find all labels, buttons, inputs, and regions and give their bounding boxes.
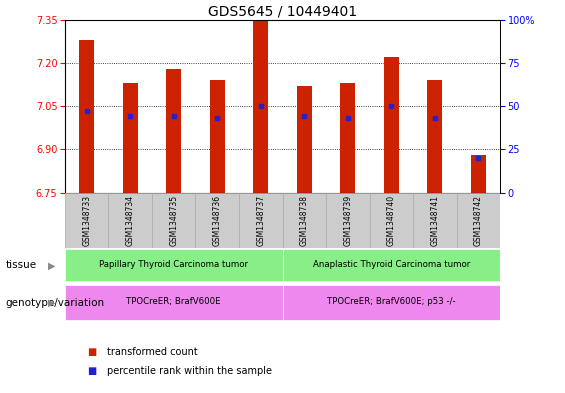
Text: ■: ■ [88,347,97,357]
Bar [210,80,225,193]
Bar [282,285,500,320]
Text: GSM1348736: GSM1348736 [213,195,221,246]
Text: GSM1348735: GSM1348735 [170,195,178,246]
Bar [166,69,181,193]
Bar [340,83,355,193]
Text: Anaplastic Thyroid Carcinoma tumor: Anaplastic Thyroid Carcinoma tumor [312,260,470,269]
Text: TPOCreER; BrafV600E: TPOCreER; BrafV600E [127,298,221,306]
Bar [79,40,94,193]
Bar [297,86,312,193]
Bar [65,249,282,281]
Bar [457,193,500,248]
Bar [471,155,486,193]
Text: GSM1348741: GSM1348741 [431,195,439,246]
Text: GSM1348738: GSM1348738 [300,195,308,246]
Bar [413,193,457,248]
Text: genotype/variation: genotype/variation [6,298,105,308]
Text: ▶: ▶ [48,298,55,308]
Title: GDS5645 / 10449401: GDS5645 / 10449401 [208,4,357,18]
Text: GSM1348734: GSM1348734 [126,195,134,246]
Bar [152,193,195,248]
Bar [370,193,413,248]
Bar [253,20,268,193]
Text: GSM1348733: GSM1348733 [82,195,91,246]
Text: ■: ■ [88,366,97,376]
Text: GSM1348742: GSM1348742 [474,195,483,246]
Bar [123,83,138,193]
Bar [427,80,442,193]
Text: ▶: ▶ [48,260,55,270]
Text: Papillary Thyroid Carcinoma tumor: Papillary Thyroid Carcinoma tumor [99,260,248,269]
Text: GSM1348737: GSM1348737 [257,195,265,246]
Bar [326,193,370,248]
Bar [384,57,399,193]
Text: TPOCreER; BrafV600E; p53 -/-: TPOCreER; BrafV600E; p53 -/- [327,298,455,306]
Bar [65,285,282,320]
Text: tissue: tissue [6,260,37,270]
Bar [239,193,282,248]
Text: GSM1348739: GSM1348739 [344,195,352,246]
Bar [65,193,108,248]
Bar [108,193,152,248]
Text: transformed count: transformed count [107,347,198,357]
Text: percentile rank within the sample: percentile rank within the sample [107,366,272,376]
Bar [195,193,239,248]
Bar [282,193,326,248]
Text: GSM1348740: GSM1348740 [387,195,396,246]
Bar [282,249,500,281]
